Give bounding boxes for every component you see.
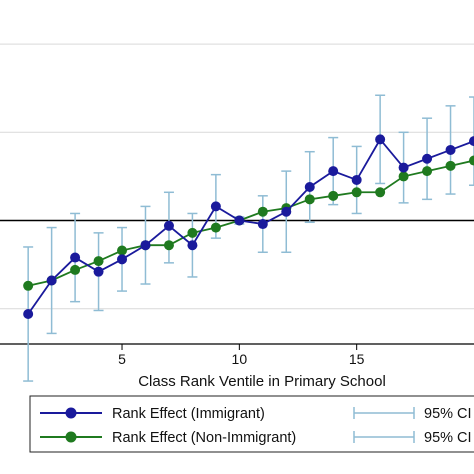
legend-immigrant-marker <box>65 407 77 419</box>
legend-frame <box>29 395 474 453</box>
point-1-0 <box>23 280 34 291</box>
point-0-17 <box>422 153 433 164</box>
x-tick-label-0: 5 <box>118 351 126 367</box>
point-1-15 <box>375 187 386 198</box>
point-0-11 <box>281 206 292 217</box>
point-1-18 <box>445 160 456 171</box>
point-1-12 <box>304 194 315 205</box>
confidence-intervals <box>23 94 474 382</box>
point-0-8 <box>210 201 221 212</box>
x-tick-label-2: 15 <box>349 351 365 367</box>
axes <box>0 219 474 350</box>
legend-ci-1-label: 95% CI <box>424 406 472 422</box>
point-1-6 <box>163 240 174 251</box>
series-lines <box>23 134 474 320</box>
point-1-14 <box>351 187 362 198</box>
point-1-4 <box>117 245 128 256</box>
legend-nonimmigrant-marker <box>65 431 77 443</box>
point-0-2 <box>70 252 81 263</box>
point-1-19 <box>469 155 474 166</box>
point-1-8 <box>210 222 221 233</box>
point-0-7 <box>187 240 198 251</box>
x-tick-labels: 5 10 15 <box>118 351 365 367</box>
point-0-16 <box>398 162 409 173</box>
point-0-15 <box>375 134 386 145</box>
point-1-7 <box>187 227 198 238</box>
point-0-1 <box>46 275 57 286</box>
point-0-6 <box>163 220 174 231</box>
point-0-3 <box>93 266 104 277</box>
point-1-3 <box>93 256 104 267</box>
legend-immigrant-label: Rank Effect (Immigrant) <box>112 406 265 422</box>
legend: Rank Effect (Immigrant) 95% CI Rank Effe… <box>29 395 474 453</box>
point-1-16 <box>398 171 409 182</box>
point-0-13 <box>328 166 339 177</box>
point-0-5 <box>140 240 151 251</box>
point-1-13 <box>328 190 339 201</box>
legend-ci-2-label: 95% CI <box>424 430 472 446</box>
point-1-10 <box>257 206 268 217</box>
point-0-18 <box>445 144 456 155</box>
x-axis-title: Class Rank Ventile in Primary School <box>138 373 386 390</box>
x-tick-label-1: 10 <box>232 351 248 367</box>
point-0-9 <box>234 215 245 226</box>
point-0-4 <box>117 254 128 265</box>
point-0-14 <box>351 174 362 185</box>
point-0-0 <box>23 309 34 320</box>
legend-nonimmigrant-label: Rank Effect (Non-Immigrant) <box>112 430 296 446</box>
point-1-2 <box>70 264 81 275</box>
point-0-10 <box>257 219 268 230</box>
point-0-19 <box>469 136 474 147</box>
point-1-17 <box>422 166 433 177</box>
point-0-12 <box>304 181 315 192</box>
